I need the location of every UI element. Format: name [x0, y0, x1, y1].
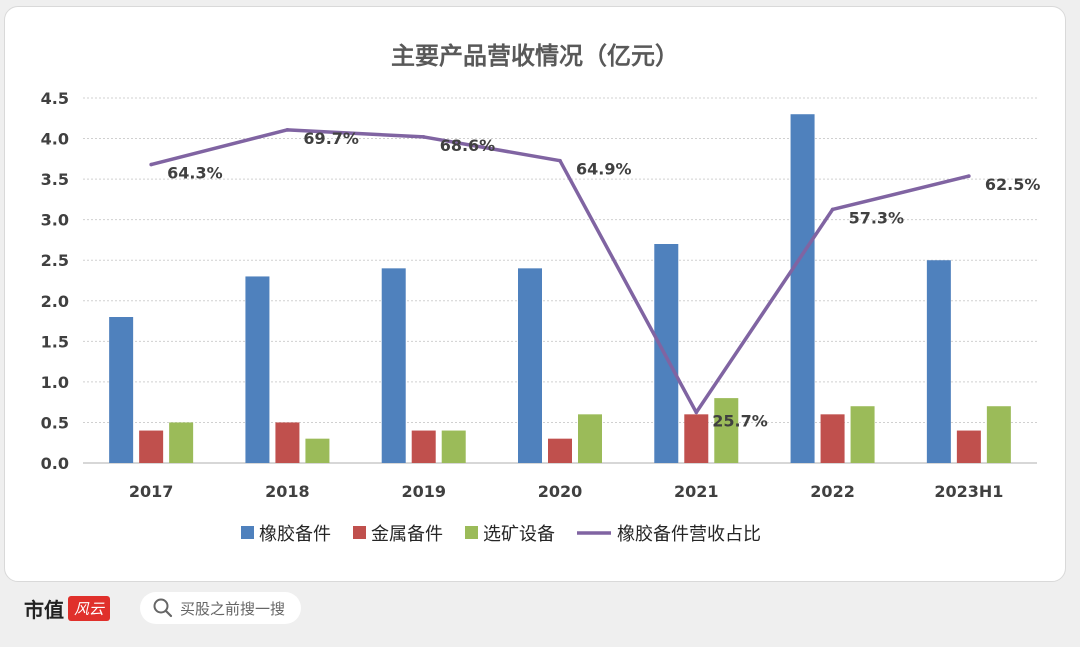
legend-swatch [353, 526, 366, 539]
line-point [830, 207, 835, 212]
line-point [967, 174, 971, 178]
legend-swatch [241, 526, 254, 539]
legend-label: 橡胶备件 [259, 524, 331, 545]
line-point [285, 128, 290, 132]
bar-金属备件 [684, 414, 709, 463]
y-tick-label: 2.0 [41, 292, 69, 311]
bar-金属备件 [275, 422, 300, 463]
x-tick-label: 2020 [538, 482, 583, 501]
bar-选矿设备 [986, 406, 1011, 463]
bar-金属备件 [820, 414, 845, 463]
bar-金属备件 [411, 430, 436, 463]
legend-label: 选矿设备 [483, 524, 555, 545]
chart-card: 主要产品营收情况（亿元） 0.0 0.5 1.0 1.5 2.0 2.5 3.0 3.5 4.0 4… [4, 6, 1066, 582]
y-tick-label: 4.0 [41, 130, 69, 149]
bar-金属备件 [956, 430, 981, 463]
line-point [421, 135, 426, 139]
data-label: 64.3% [167, 164, 223, 183]
bar-选矿设备 [714, 398, 739, 463]
y-tick-label: 1.0 [41, 373, 69, 392]
bar-橡胶备件 [926, 260, 951, 463]
bar-橡胶备件 [381, 268, 406, 463]
chart: 主要产品营收情况（亿元） 0.0 0.5 1.0 1.5 2.0 2.5 3.0 3.5 4.0 4… [41, 42, 1041, 545]
bar-金属备件 [548, 438, 572, 463]
x-tick-label: 2017 [129, 482, 174, 501]
line-point [558, 158, 562, 163]
search-placeholder: 买股之前搜一搜 [180, 599, 286, 618]
y-tick-label: 0.0 [41, 454, 69, 473]
search-bar[interactable]: 买股之前搜一搜 [140, 592, 302, 624]
y-tick-label: 2.5 [41, 251, 69, 270]
data-label: 25.7% [712, 411, 768, 430]
legend-label: 橡胶备件营收占比 [617, 524, 761, 545]
search-icon [153, 598, 173, 618]
y-tick-label: 3.0 [41, 211, 69, 230]
x-tick-label: 2019 [401, 482, 446, 501]
brand-name: 市值 [24, 598, 64, 622]
data-label: 68.6% [440, 136, 496, 155]
x-tick-label: 2022 [810, 482, 855, 501]
y-tick-label: 1.5 [41, 332, 69, 351]
line-point [694, 410, 699, 415]
data-label: 69.7% [303, 129, 359, 148]
bar-橡胶备件 [109, 317, 134, 463]
line-series-share [150, 128, 970, 415]
y-tick-label: 4.5 [41, 89, 69, 108]
x-tick-label: 2021 [674, 482, 719, 501]
y-tick-label: 0.5 [41, 413, 69, 432]
brand-mark: 风云 [68, 596, 111, 621]
bar-橡胶备件 [245, 276, 270, 463]
bar-选矿设备 [441, 430, 466, 463]
line-point [149, 162, 153, 167]
bar-选矿设备 [850, 406, 875, 463]
data-label: 62.5% [985, 175, 1041, 194]
y-tick-label: 3.5 [41, 170, 69, 189]
footer-bar: 市值 风云 买股之前搜一搜 [0, 584, 1080, 647]
legend-swatch [465, 526, 478, 539]
chart-title: 主要产品营收情况（亿元） [391, 42, 679, 70]
x-tick-label: 2018 [265, 482, 310, 501]
bar-橡胶备件 [790, 114, 815, 463]
bar-金属备件 [139, 430, 164, 463]
x-tick-label: 2023H1 [934, 482, 1003, 501]
data-label: 57.3% [849, 208, 905, 227]
bar-选矿设备 [169, 422, 194, 463]
legend-label: 金属备件 [371, 524, 443, 545]
data-label: 64.9% [576, 160, 632, 179]
brand-logo[interactable]: 市值 风云 [24, 594, 111, 623]
bar-选矿设备 [305, 438, 330, 463]
bar-选矿设备 [578, 414, 602, 463]
bar-橡胶备件 [518, 268, 542, 463]
